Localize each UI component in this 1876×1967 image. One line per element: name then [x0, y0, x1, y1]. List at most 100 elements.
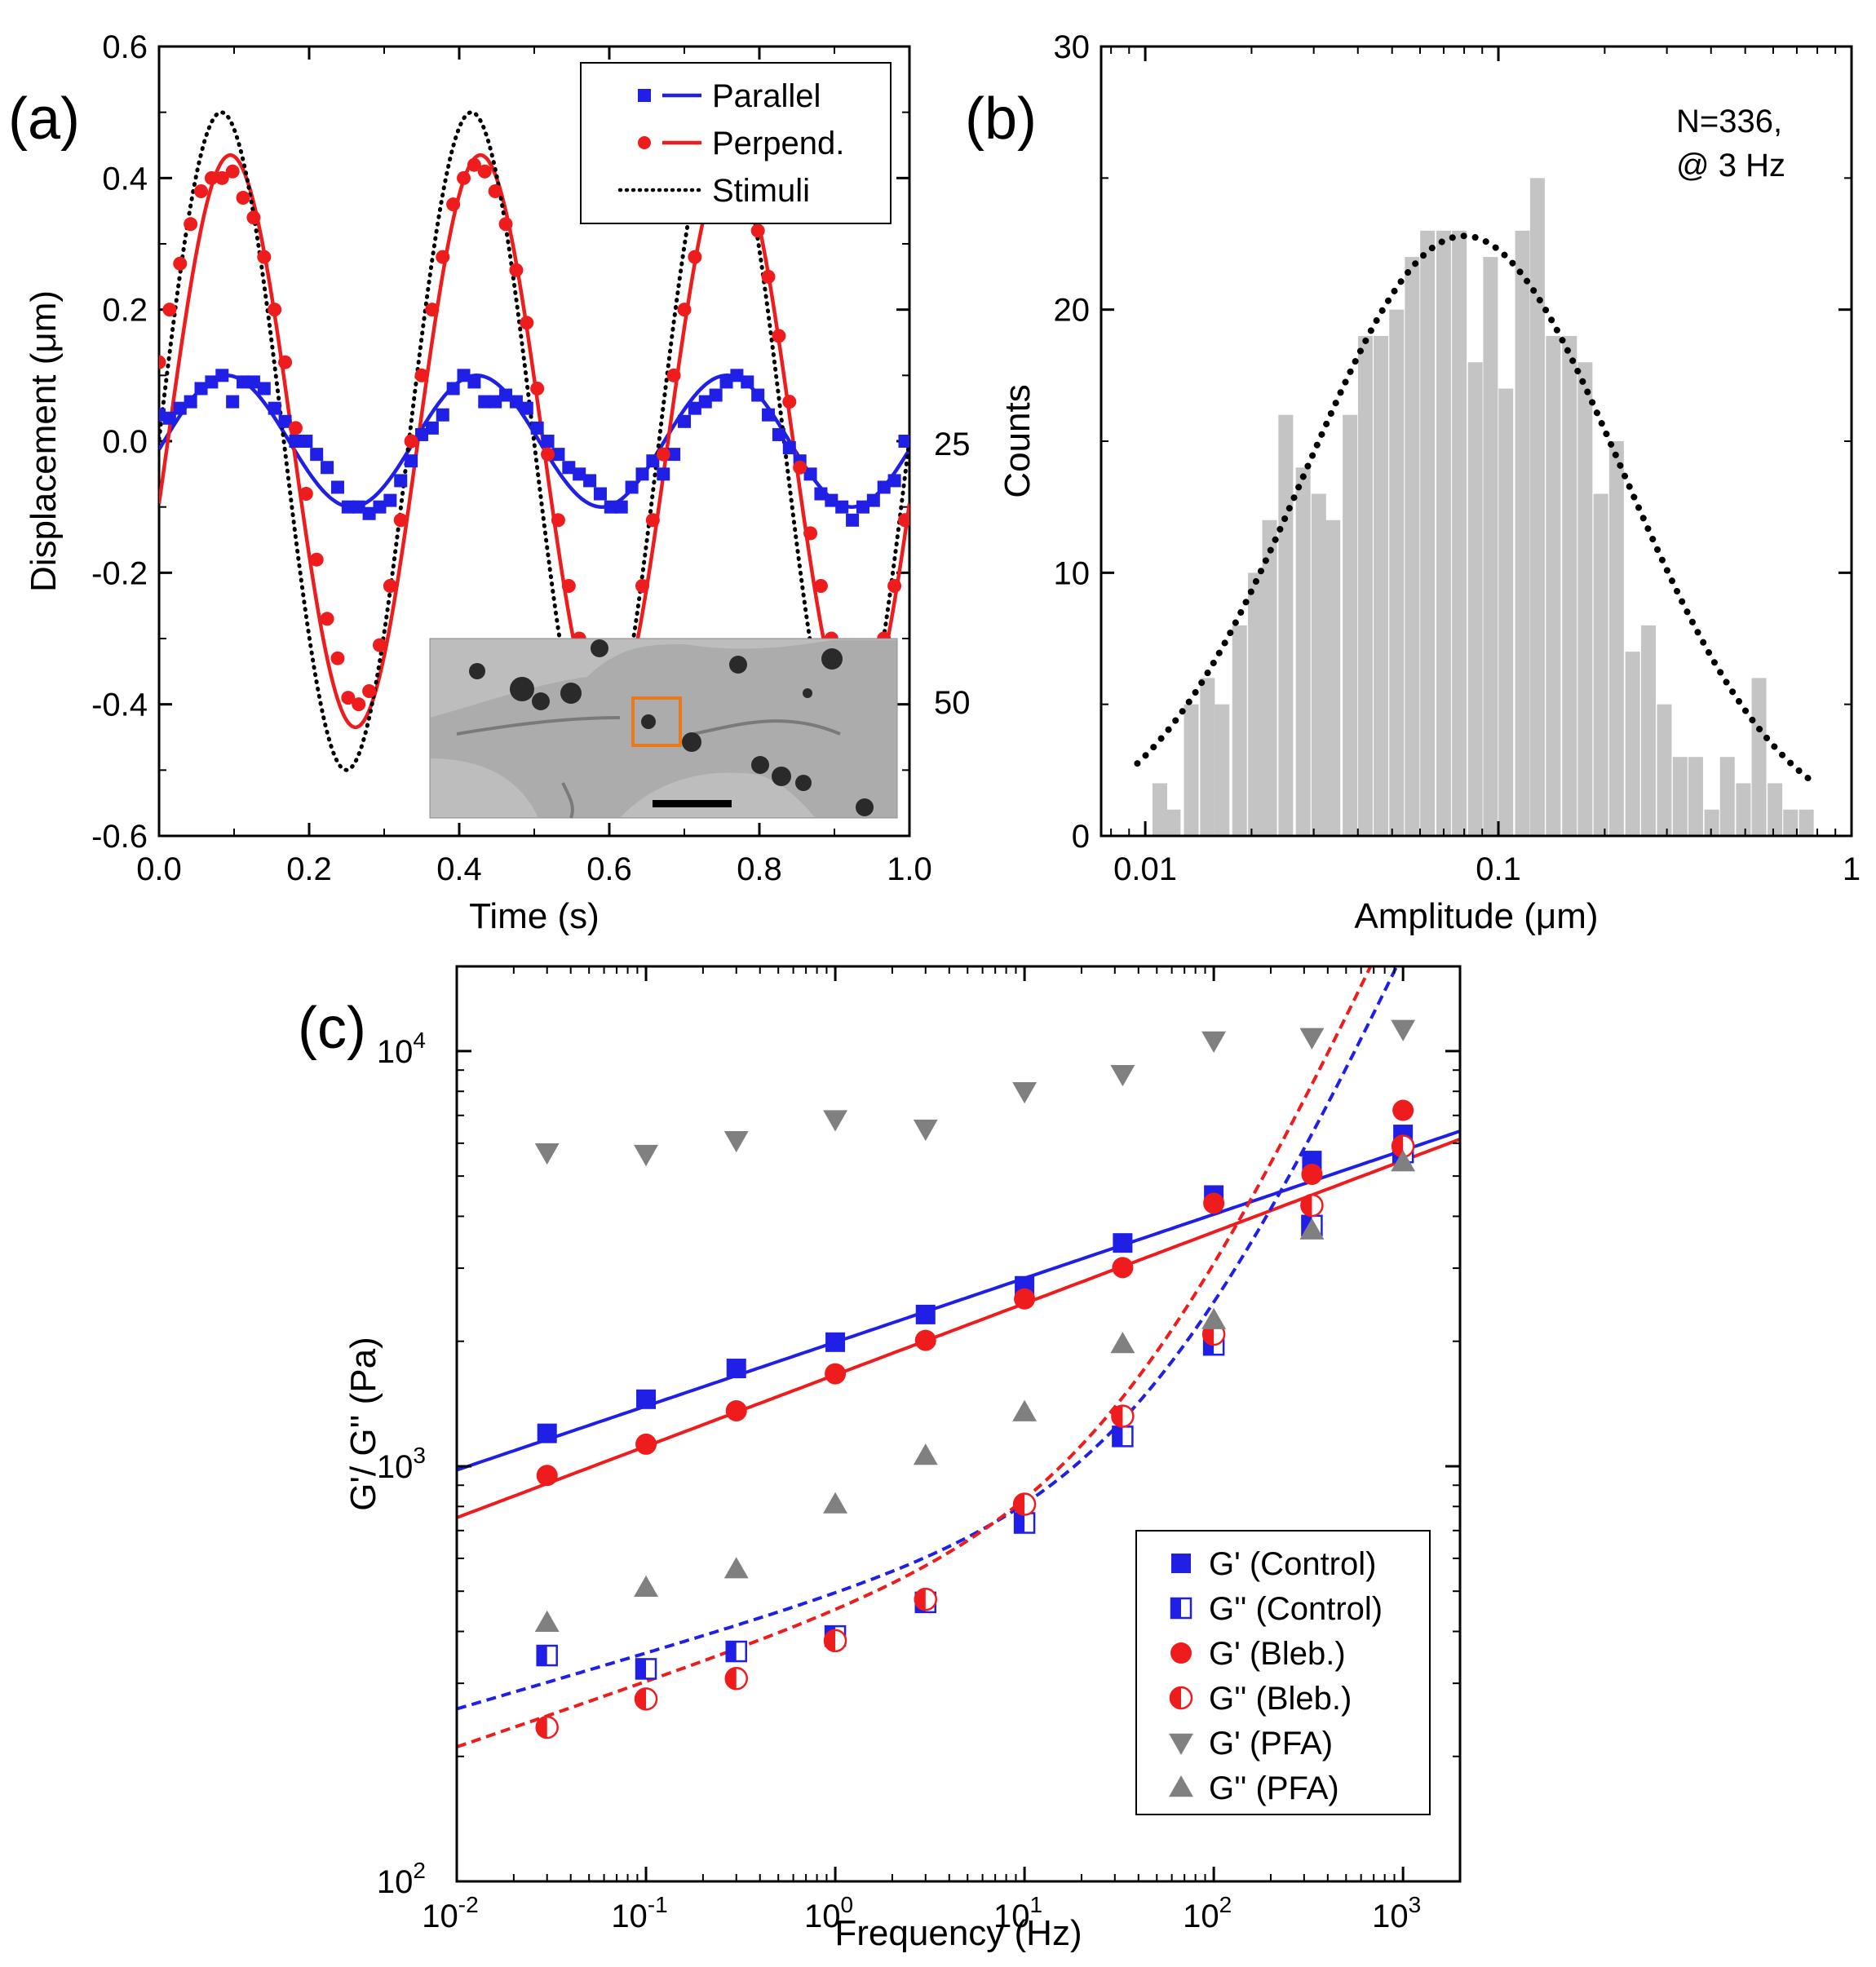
y-tick-label: 20 — [1054, 293, 1091, 329]
point-perpend — [541, 447, 555, 462]
point-parallel — [246, 375, 260, 389]
panel-c-legend: G' (Control) G'' (Control) G' (Bleb.) G'' (… — [1135, 1530, 1431, 1815]
point-g-control — [536, 1644, 558, 1667]
point-parallel — [562, 461, 576, 475]
panel-c-points — [534, 1019, 1416, 1739]
point-parallel — [751, 388, 765, 402]
point-g-bleb — [725, 1399, 747, 1421]
point-g-pfa — [1012, 1082, 1038, 1104]
point-parallel — [866, 493, 880, 507]
panel-b-xlabel: Amplitude (μm) — [1354, 896, 1598, 936]
point-parallel — [489, 395, 502, 409]
inset-highlight-box — [631, 696, 682, 747]
point-parallel — [383, 493, 397, 507]
legend-marker-g-control — [1171, 1554, 1191, 1573]
legend-marker-g-control — [1170, 1597, 1192, 1620]
point-perpend — [677, 303, 692, 317]
point-g-pfa — [634, 1144, 658, 1167]
point-perpend — [509, 263, 524, 277]
point-parallel — [467, 375, 481, 389]
point-g-bleb — [1111, 1404, 1135, 1428]
legend-label-g-bleb: G' (Bleb.) — [1209, 1636, 1346, 1672]
point-parallel — [803, 467, 817, 481]
bar — [1311, 493, 1326, 836]
panel-a-xlabel: Time (s) — [469, 896, 600, 936]
panel-c-frame — [455, 965, 1462, 1883]
point-parallel — [499, 388, 513, 402]
bar — [1374, 335, 1389, 836]
bar — [1153, 783, 1168, 836]
point-g-pfa — [634, 1575, 658, 1598]
legend-label-g-bleb: G'' (Bleb.) — [1209, 1681, 1352, 1717]
bar — [1357, 335, 1373, 836]
y-tick-label: -0.6 — [91, 819, 148, 855]
point-g-bleb — [536, 1465, 558, 1487]
x-tick-label: 0.6 — [586, 851, 632, 887]
bar — [1405, 257, 1420, 836]
panel-b-annotation-line1: N=336, — [1676, 104, 1782, 139]
point-parallel — [856, 500, 869, 514]
point-parallel — [762, 408, 776, 422]
point-g-control — [537, 1423, 557, 1443]
x-tick-label: 0.01 — [1113, 851, 1177, 887]
point-parallel — [573, 467, 586, 481]
point-g-pfa — [1391, 1150, 1416, 1172]
x-tick-label: 0.1 — [1476, 851, 1521, 887]
point-g-pfa — [913, 1443, 938, 1465]
panel-a-legend: Parallel Perpend. Stimuli — [580, 62, 892, 224]
point-g-pfa — [823, 1492, 848, 1514]
point-perpend — [561, 578, 576, 593]
point-parallel — [478, 395, 492, 409]
x-tick-label: 10-1 — [611, 1892, 667, 1934]
point-perpend — [278, 355, 293, 369]
panel-c-xlabel: Frequency (Hz) — [834, 1913, 1082, 1953]
x-tick-label: 1 — [1843, 851, 1861, 887]
y-tick-label: -0.2 — [91, 555, 148, 591]
point-parallel — [237, 375, 250, 389]
legend-marker-g-pfa — [1169, 1733, 1193, 1755]
point-parallel — [184, 395, 197, 409]
point-parallel — [215, 369, 229, 382]
point-g-pfa — [1391, 1019, 1416, 1041]
y-tick-label: 102 — [377, 1858, 426, 1900]
point-g-pfa — [1299, 1028, 1325, 1050]
point-perpend — [246, 210, 261, 225]
point-perpend — [330, 651, 345, 665]
point-perpend — [404, 434, 418, 449]
bar — [1799, 809, 1814, 836]
point-parallel — [530, 421, 544, 435]
bar — [1200, 678, 1215, 836]
point-perpend — [761, 269, 776, 284]
point-parallel — [278, 414, 292, 428]
point-parallel — [814, 487, 828, 501]
bar — [1593, 493, 1608, 836]
bar — [1498, 388, 1514, 836]
panel-b-annotation-line2: @ 3 Hz — [1676, 148, 1785, 183]
point-parallel — [362, 506, 376, 520]
point-perpend — [204, 170, 219, 185]
point-g-bleb — [1014, 1288, 1036, 1310]
legend-label-g-pfa: G'' (PFA) — [1209, 1770, 1339, 1806]
bar — [1248, 572, 1263, 836]
point-perpend — [793, 460, 807, 475]
point-perpend — [750, 223, 765, 238]
panel-a-right-label-25: 25 — [934, 427, 971, 462]
point-g-pfa — [1201, 1031, 1227, 1053]
point-g-bleb — [823, 1629, 847, 1653]
legend-label-g-control: G' (Control) — [1209, 1546, 1376, 1582]
bar — [1546, 335, 1561, 836]
point-parallel — [341, 500, 355, 514]
bar — [1166, 809, 1181, 836]
panel-c-ticks: 10-2 10-1 100 101 102 103 102 103 104 — [377, 966, 1461, 1934]
bar — [1515, 230, 1530, 836]
y-tick-label: 10 — [1054, 555, 1091, 591]
point-perpend — [436, 250, 450, 264]
panel-c-fit-lines — [457, 966, 1460, 1748]
point-perpend — [288, 421, 303, 435]
bar — [1389, 309, 1405, 836]
point-g-bleb — [634, 1687, 658, 1711]
point-g-bleb — [914, 1329, 936, 1351]
point-parallel — [457, 369, 471, 382]
point-g-pfa — [1110, 1064, 1135, 1087]
